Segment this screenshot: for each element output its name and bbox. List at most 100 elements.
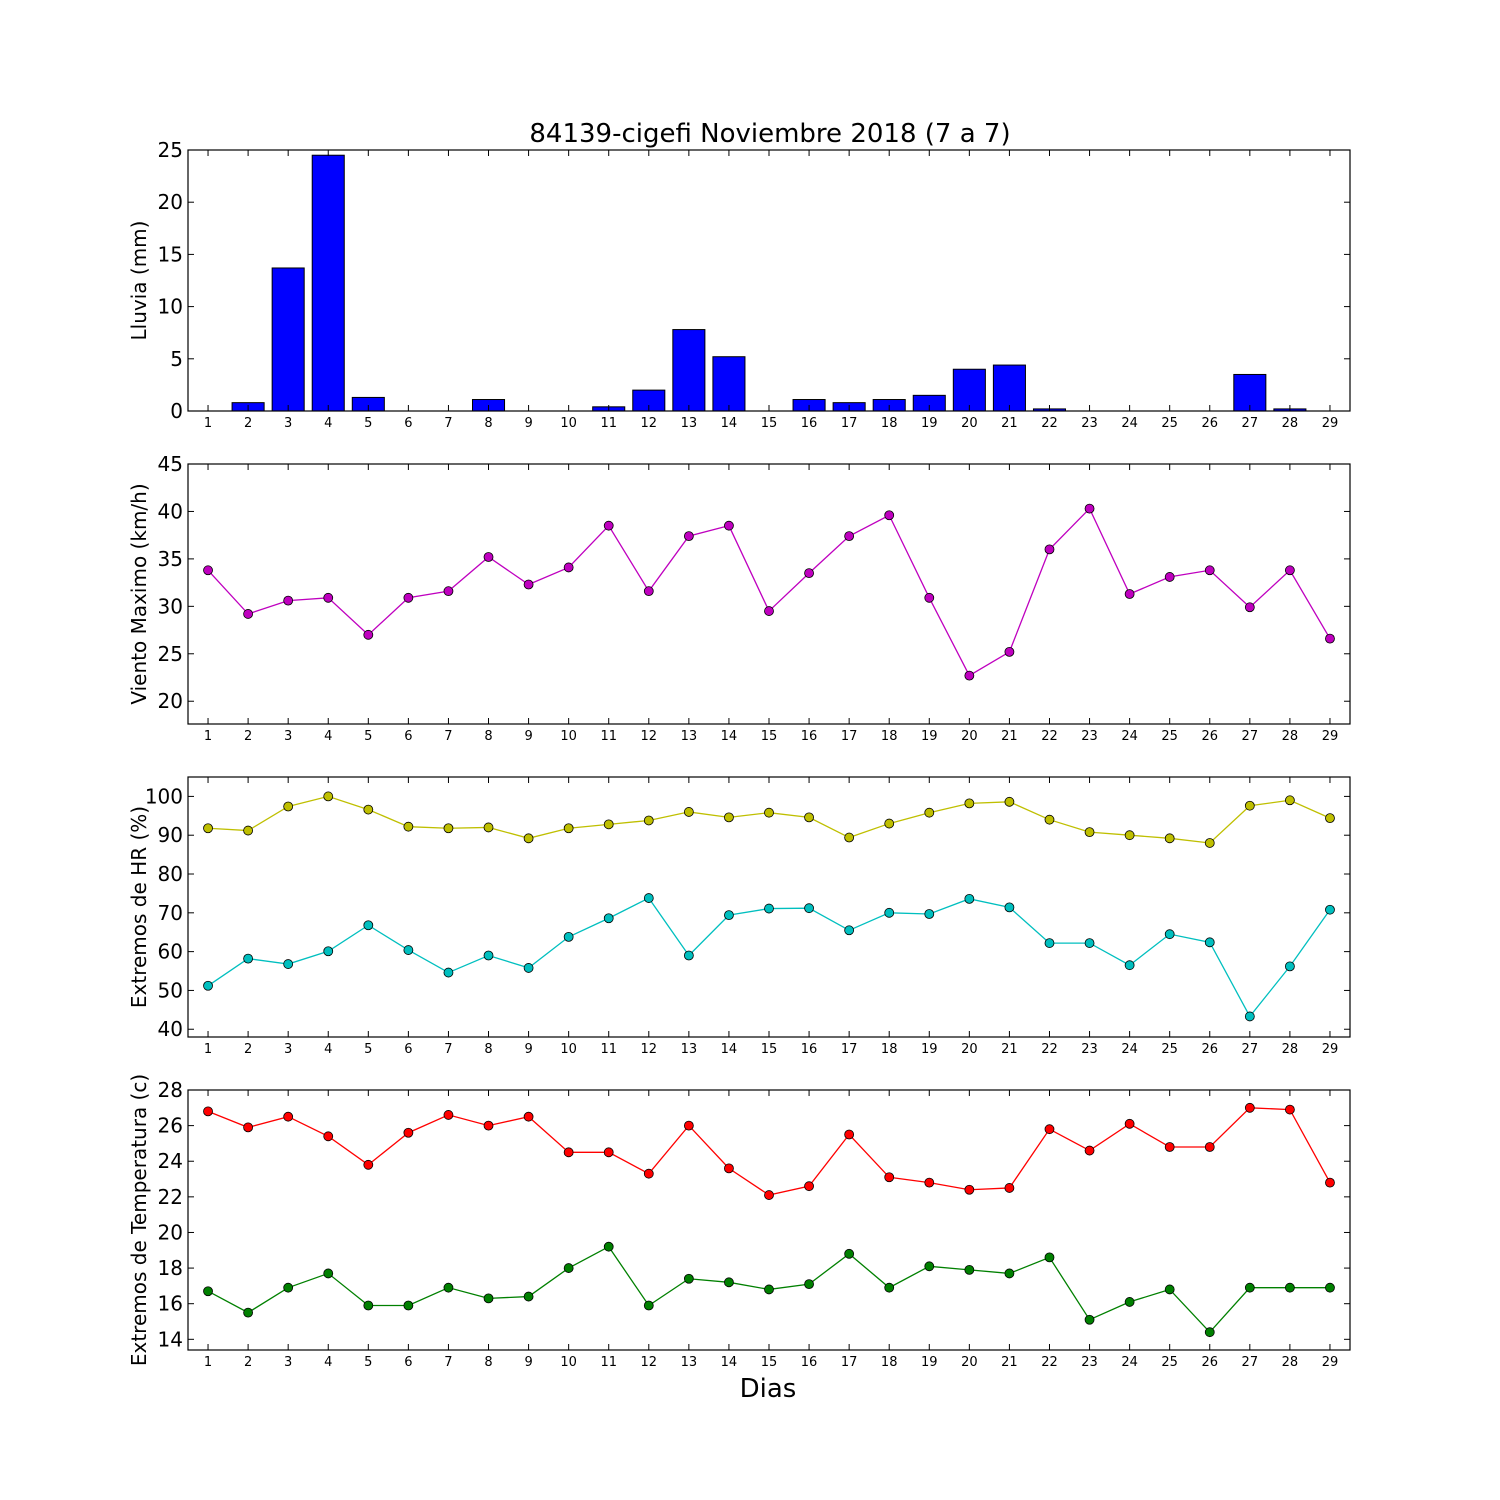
plot-frame [187, 149, 1351, 412]
point-series-1-day-17 [844, 531, 855, 542]
x-tick-label: 11 [600, 1355, 617, 1370]
x-tick-label: 23 [1081, 1042, 1098, 1057]
x-tick-label: 13 [681, 729, 698, 744]
y-tick-label: 40 [158, 1017, 183, 1041]
x-tick-label: 22 [1041, 1042, 1058, 1057]
point-series-1-day-3 [283, 595, 294, 606]
point-series-1-day-27 [1244, 800, 1255, 811]
x-tick-label: 22 [1041, 1355, 1058, 1370]
point-series-1-day-7 [443, 586, 454, 597]
point-series-2-day-26 [1204, 937, 1215, 948]
y-tick-label: 25 [158, 138, 183, 162]
x-tick-label: 12 [641, 729, 658, 744]
point-series-1-day-13 [683, 807, 694, 817]
point-series-1-day-12 [643, 815, 654, 826]
x-tick-label: 17 [841, 1042, 858, 1057]
point-series-1-day-4 [323, 592, 334, 603]
point-series-2-day-22 [1044, 1252, 1055, 1263]
x-tick-label: 1 [204, 1042, 212, 1057]
x-tick-label: 8 [484, 1355, 492, 1370]
x-tick-label: 20 [961, 1355, 978, 1370]
point-series-1-day-8 [483, 1120, 494, 1131]
point-series-1-day-6 [403, 821, 414, 832]
point-series-2-day-18 [884, 907, 895, 918]
point-series-2-day-15 [764, 1284, 774, 1295]
point-series-2-day-21 [1004, 902, 1015, 913]
point-series-2-day-23 [1084, 1314, 1095, 1325]
point-series-1-day-10 [563, 1147, 574, 1158]
x-tick-label: 27 [1242, 416, 1259, 431]
point-series-1-day-7 [443, 823, 454, 834]
x-tick-label: 26 [1201, 729, 1218, 744]
x-tick-label: 4 [324, 729, 332, 744]
point-series-1-day-2 [243, 825, 254, 836]
point-series-1-day-20 [964, 798, 975, 809]
chart-title: 84139-cigefi Noviembre 2018 (7 a 7) [529, 119, 1010, 149]
x-tick-label: 19 [921, 1355, 938, 1370]
point-series-1-day-6 [403, 592, 414, 603]
x-tick-label: 15 [761, 729, 778, 744]
point-series-2-day-13 [683, 950, 694, 961]
x-tick-label: 23 [1081, 416, 1098, 431]
x-tick-label: 16 [801, 1042, 818, 1057]
point-series-2-day-19 [924, 909, 935, 919]
x-tick-label: 11 [600, 1042, 617, 1057]
x-tick-label: 2 [244, 729, 252, 744]
point-series-2-day-17 [844, 1248, 855, 1259]
x-tick-label: 20 [961, 729, 978, 744]
x-tick-label: 21 [1001, 729, 1018, 744]
plot-frame [187, 463, 1351, 725]
x-tick-label: 25 [1161, 1355, 1178, 1370]
point-series-1-day-14 [724, 520, 734, 531]
point-series-1-day-4 [323, 791, 334, 802]
point-series-2-day-1 [203, 980, 213, 991]
point-series-1-day-1 [203, 1106, 213, 1117]
point-series-1-day-24 [1124, 830, 1135, 841]
bar-day-20 [952, 368, 986, 412]
x-tick-label: 20 [961, 1042, 978, 1057]
x-tick-label: 22 [1041, 416, 1058, 431]
y-tick-label: 22 [158, 1185, 183, 1209]
point-series-1-day-18 [884, 818, 895, 829]
point-series-2-day-25 [1164, 1284, 1175, 1295]
x-tick-label: 3 [284, 416, 292, 431]
x-tick-label: 15 [761, 416, 778, 431]
x-tick-label: 16 [801, 1355, 818, 1370]
x-tick-label: 9 [524, 729, 532, 744]
x-tick-label: 19 [921, 416, 938, 431]
y-tick-label: 16 [158, 1292, 183, 1316]
x-tick-label: 2 [244, 1355, 252, 1370]
point-series-2-day-29 [1325, 1282, 1335, 1293]
x-tick-label: 29 [1322, 416, 1339, 431]
point-series-2-day-7 [443, 1282, 454, 1293]
point-series-2-day-26 [1204, 1327, 1215, 1338]
x-tick-label: 9 [524, 416, 532, 431]
point-series-2-day-9 [523, 1291, 534, 1302]
point-series-2-day-11 [603, 1241, 614, 1252]
point-series-1-day-28 [1284, 1104, 1295, 1115]
point-series-1-day-14 [724, 1163, 734, 1174]
point-series-1-day-1 [203, 823, 213, 834]
point-series-1-day-20 [964, 670, 975, 681]
bar-day-14 [712, 356, 746, 412]
point-series-1-day-2 [243, 1122, 254, 1133]
series-line-1 [207, 795, 1331, 844]
y-tick-label: 20 [158, 190, 183, 214]
x-tick-label: 5 [364, 416, 372, 431]
point-series-1-day-23 [1084, 503, 1095, 514]
x-tick-label: 26 [1201, 1355, 1218, 1370]
point-series-1-day-22 [1044, 814, 1055, 825]
point-series-2-day-10 [563, 931, 574, 942]
point-series-1-day-18 [884, 1172, 895, 1183]
x-tick-label: 27 [1242, 1042, 1259, 1057]
point-series-1-day-11 [603, 1147, 614, 1158]
bar-day-21 [992, 364, 1026, 412]
x-tick-label: 22 [1041, 729, 1058, 744]
point-series-2-day-27 [1244, 1011, 1255, 1022]
x-tick-label: 28 [1282, 1355, 1299, 1370]
point-series-1-day-20 [964, 1184, 975, 1195]
x-tick-label: 18 [881, 1355, 898, 1370]
